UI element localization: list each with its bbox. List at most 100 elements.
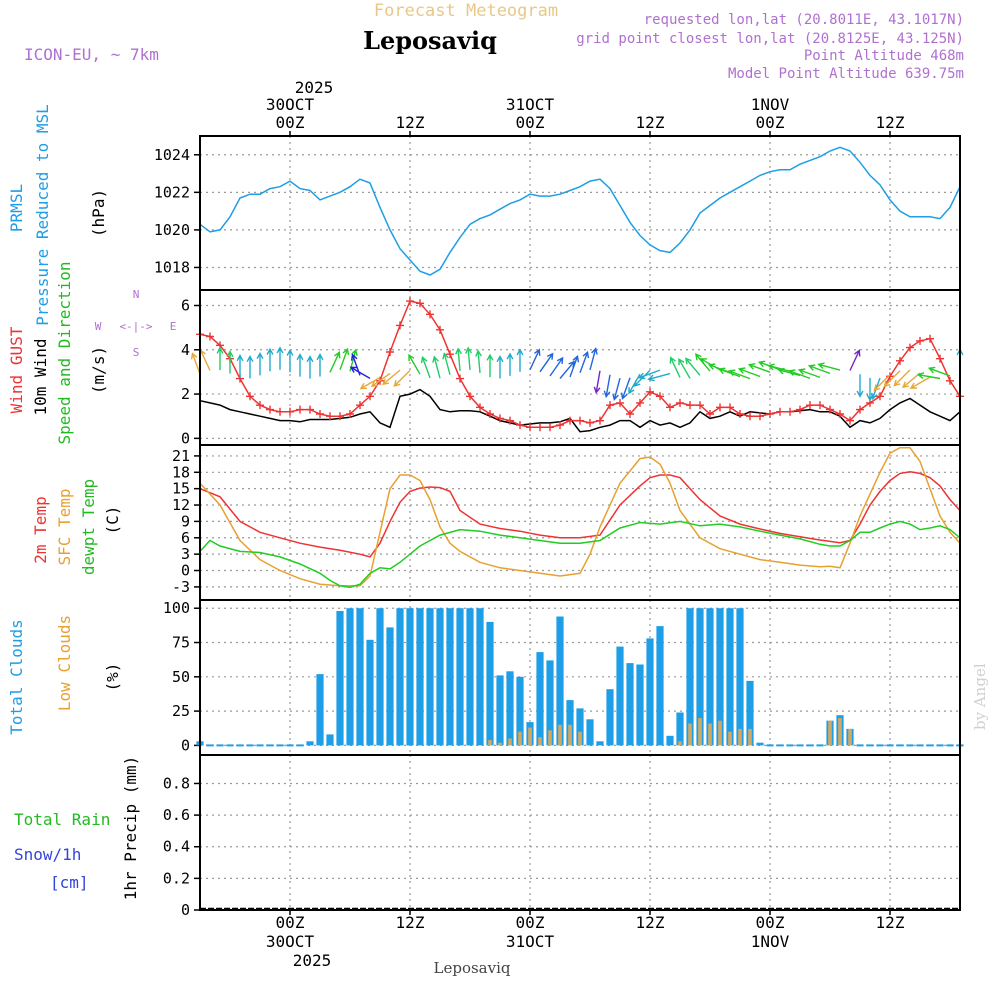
y-tick-label: 4 xyxy=(181,341,190,359)
y-tick-label: 9 xyxy=(181,512,190,530)
low-cloud-bar xyxy=(748,728,752,746)
gust-marker xyxy=(636,398,644,407)
label-pressure-msl: Pressure Reduced to MSL xyxy=(33,104,52,326)
wind-direction-arrow xyxy=(893,369,911,387)
total-cloud-bar xyxy=(606,689,614,746)
low-cloud-bar xyxy=(578,731,582,746)
gust-marker xyxy=(626,410,634,418)
label-10m-wind: 10m Wind xyxy=(31,338,50,415)
gust-marker xyxy=(386,348,394,356)
total-cloud-bar xyxy=(436,608,444,746)
wind-direction-arrow xyxy=(190,352,201,375)
gust-marker xyxy=(326,412,334,421)
dewpoint-line xyxy=(199,520,961,589)
total-cloud-bar xyxy=(666,735,674,746)
total-cloud-bar xyxy=(876,744,884,747)
gust-marker xyxy=(506,416,514,425)
wind-direction-arrow xyxy=(442,352,451,375)
gust-marker xyxy=(436,325,444,334)
total-cloud-bar xyxy=(306,741,314,746)
top-day-label: 1NOV xyxy=(751,95,790,114)
gust-marker xyxy=(666,403,674,412)
total-cloud-bar xyxy=(756,742,764,746)
gust-marker xyxy=(936,354,944,363)
wind-direction-arrow xyxy=(216,346,224,371)
total-cloud-bar xyxy=(716,608,724,746)
gust-marker xyxy=(246,392,254,401)
wind-direction-arrow xyxy=(420,355,431,379)
gust-marker xyxy=(916,336,924,345)
wind-direction-arrow xyxy=(296,353,304,377)
gust-marker xyxy=(446,350,454,359)
label-snow: Snow/1h xyxy=(14,845,81,864)
wind-direction-arrow xyxy=(539,352,554,373)
wind-direction-arrow xyxy=(684,357,701,376)
total-cloud-bar xyxy=(786,744,794,747)
total-cloud-bar xyxy=(576,708,584,746)
gust-marker xyxy=(646,387,654,396)
bottom-hour-label: 12Z xyxy=(636,913,665,932)
y-tick-label: 2 xyxy=(181,385,190,403)
wind-direction-arrow xyxy=(359,376,381,390)
gust-marker xyxy=(746,412,754,421)
wind-direction-arrow xyxy=(529,348,541,370)
wind-direction-arrow xyxy=(797,368,821,379)
total-cloud-bar xyxy=(906,744,914,747)
total-cloud-bar xyxy=(536,652,544,746)
wind-direction-arrow xyxy=(549,356,564,377)
bottom-day-label: 30OCT xyxy=(266,932,315,951)
bottom-hour-label: 00Z xyxy=(516,913,545,932)
low-cloud-bar xyxy=(548,730,552,746)
total-cloud-bar xyxy=(446,608,454,746)
wind-direction-arrow xyxy=(569,354,580,378)
label-precip: 1hr Precip (mm) xyxy=(121,756,140,901)
wind-direction-arrow xyxy=(787,369,811,380)
total-cloud-bar xyxy=(796,744,804,747)
panel-frame xyxy=(199,754,961,911)
gust-marker xyxy=(266,405,274,414)
gust-marker xyxy=(696,401,704,410)
total-cloud-bar xyxy=(886,744,894,747)
total-cloud-bar xyxy=(926,744,934,747)
requested-coords: requested lon,lat (20.8011E, 43.1017N) xyxy=(644,12,964,28)
wind-direction-arrow xyxy=(506,352,514,376)
gust-marker xyxy=(466,392,474,401)
total-cloud-bar xyxy=(816,744,824,747)
wind-direction-arrow xyxy=(747,363,771,373)
total-cloud-bar xyxy=(266,744,274,747)
label-2m-temp: 2m Temp xyxy=(31,496,50,563)
gust-marker xyxy=(346,410,354,418)
y-tick-label: 25 xyxy=(172,702,190,720)
gust-marker xyxy=(596,416,604,425)
wind-direction-arrow xyxy=(349,366,371,380)
wind-direction-arrow xyxy=(873,374,891,392)
wind-direction-arrow xyxy=(647,372,671,382)
wind-direction-arrow xyxy=(226,350,234,374)
gust-marker xyxy=(576,416,584,425)
y-tick-label: 15 xyxy=(172,480,190,498)
total-cloud-bar xyxy=(636,664,644,746)
top-day-label: 31OCT xyxy=(506,95,555,114)
prmsl-line xyxy=(199,146,961,276)
total-cloud-bar xyxy=(746,680,754,746)
top-hour-label: 00Z xyxy=(516,113,545,132)
low-cloud-bar xyxy=(718,720,722,746)
gust-marker xyxy=(496,414,504,423)
watermark: by Angel xyxy=(971,663,989,730)
total-cloud-bar xyxy=(456,608,464,746)
wind-direction-arrow xyxy=(927,366,951,377)
low-cloud-bar xyxy=(498,742,502,746)
total-cloud-bar xyxy=(286,744,294,747)
y-tick-label: 100 xyxy=(163,599,190,617)
y-tick-label: 50 xyxy=(172,668,190,686)
gust-marker xyxy=(556,421,564,430)
label-cm: [cm] xyxy=(50,873,89,892)
gust-marker xyxy=(296,405,304,414)
gust-marker xyxy=(286,407,294,416)
wind-direction-arrow xyxy=(393,369,411,388)
low-cloud-bar xyxy=(678,741,682,746)
gust-marker xyxy=(926,334,934,343)
total-cloud-bar xyxy=(726,608,734,746)
gust-marker xyxy=(256,401,264,410)
